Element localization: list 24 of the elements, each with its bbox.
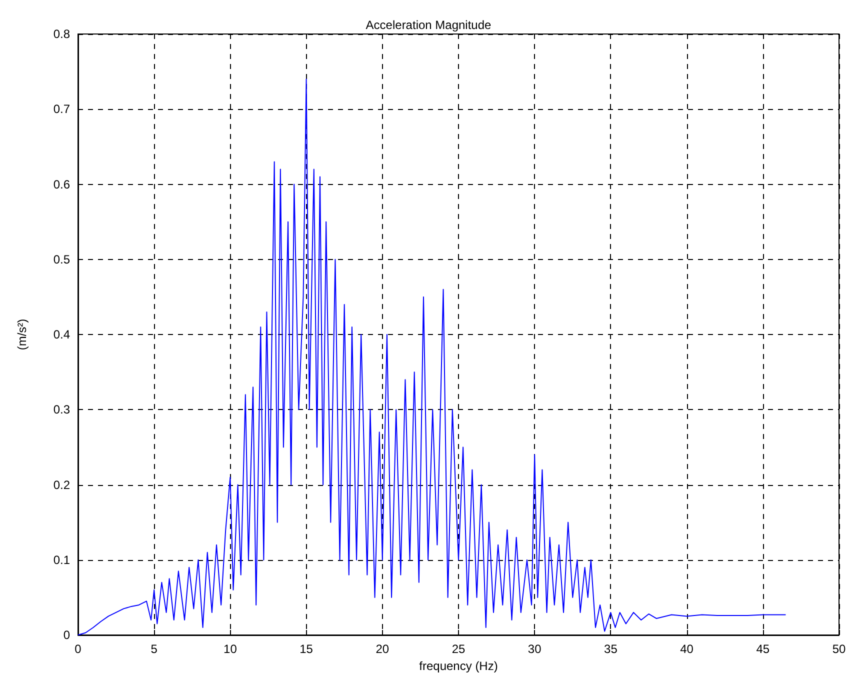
y-tick-label: 0.7 bbox=[53, 102, 70, 116]
x-tick-label: 50 bbox=[832, 642, 846, 656]
y-tick-label: 0.6 bbox=[53, 177, 70, 192]
y-axis-title: (m/s²) bbox=[15, 318, 29, 350]
x-tick-label: 5 bbox=[150, 642, 158, 656]
chart-title: Acceleration Magnitude bbox=[366, 18, 492, 32]
y-tick-label: 0.8 bbox=[53, 27, 70, 41]
y-tick-label: 0.1 bbox=[53, 552, 70, 567]
y-tick-label: 0.5 bbox=[53, 252, 70, 266]
x-axis-title: frequency (Hz) bbox=[419, 658, 498, 673]
x-tick-label: 30 bbox=[528, 642, 542, 656]
x-tick-label: 10 bbox=[224, 642, 238, 656]
line-series bbox=[78, 78, 786, 636]
x-tick-label: 25 bbox=[452, 642, 466, 656]
x-tick-label: 20 bbox=[376, 642, 390, 656]
y-tick-label: 0 bbox=[63, 628, 70, 642]
y-tick-label: 0.2 bbox=[53, 478, 70, 492]
x-tick-label: 40 bbox=[680, 642, 694, 656]
x-tick-label: 35 bbox=[604, 642, 618, 656]
y-tick-label: 0.3 bbox=[53, 402, 70, 417]
y-tick-label: 0.4 bbox=[53, 328, 70, 342]
x-tick-label: 15 bbox=[300, 642, 314, 656]
x-tick-label: 0 bbox=[74, 642, 82, 656]
x-tick-label: 45 bbox=[756, 642, 770, 656]
